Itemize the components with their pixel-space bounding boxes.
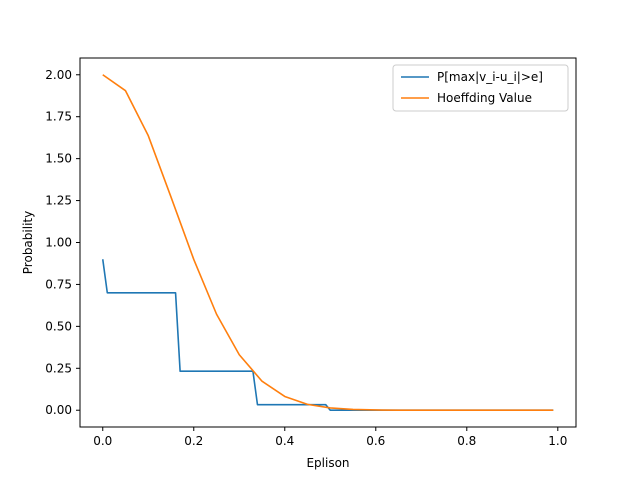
y-axis: 0.00 0.25 0.50 0.75 1.00 1.25 1.50 1.75 2.00 — [45, 68, 80, 417]
x-tick-label: 0.4 — [275, 434, 294, 448]
series-layer — [101, 74, 554, 412]
x-tick-label: 1.0 — [548, 434, 567, 448]
y-tick-label: 1.00 — [45, 236, 72, 250]
legend-label-2: Hoeffding Value — [437, 91, 532, 105]
x-tick-label: 0.0 — [93, 434, 112, 448]
y-tick-label: 2.00 — [45, 68, 72, 82]
x-axis-label: Eplison — [306, 456, 349, 470]
legend-label-1: P[max|v_i-u_i|>e] — [437, 70, 543, 84]
y-tick-label: 0.75 — [45, 277, 72, 291]
legend-box — [392, 64, 569, 112]
x-tick-label: 0.6 — [366, 434, 385, 448]
y-tick-label: 1.75 — [45, 110, 72, 124]
y-tick-label: 0.00 — [45, 403, 72, 417]
y-tick-label: 0.25 — [45, 361, 72, 375]
x-tick-label: 0.8 — [457, 434, 476, 448]
y-axis-label: Probability — [21, 211, 35, 274]
series-line-2 — [102, 74, 554, 412]
x-tick-label: 0.2 — [184, 434, 203, 448]
y-tick-label: 1.25 — [45, 194, 72, 208]
x-axis: 0.0 0.2 0.4 0.6 0.8 1.0 — [93, 427, 567, 448]
y-tick-label: 0.50 — [45, 319, 72, 333]
legend: P[max|v_i-u_i|>e] Hoeffding Value — [392, 64, 569, 112]
y-tick-label: 1.50 — [45, 152, 72, 166]
